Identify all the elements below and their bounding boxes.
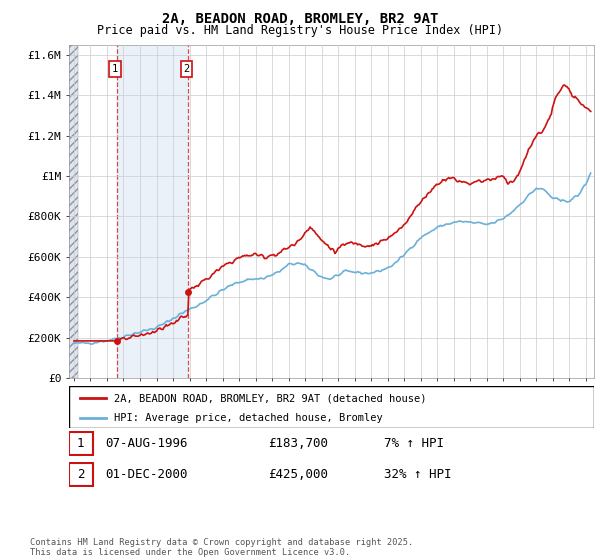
Text: 01-DEC-2000: 01-DEC-2000 xyxy=(106,468,188,481)
Bar xyxy=(69,45,78,378)
Bar xyxy=(116,45,188,378)
Text: 07-AUG-1996: 07-AUG-1996 xyxy=(106,437,188,450)
Text: 1: 1 xyxy=(77,437,84,450)
Text: 1: 1 xyxy=(112,64,118,74)
Bar xyxy=(69,463,92,486)
Text: £183,700: £183,700 xyxy=(269,437,329,450)
Bar xyxy=(69,432,92,455)
Text: Price paid vs. HM Land Registry's House Price Index (HPI): Price paid vs. HM Land Registry's House … xyxy=(97,24,503,36)
Text: 2: 2 xyxy=(77,468,84,481)
Text: 2A, BEADON ROAD, BROMLEY, BR2 9AT: 2A, BEADON ROAD, BROMLEY, BR2 9AT xyxy=(162,12,438,26)
Text: Contains HM Land Registry data © Crown copyright and database right 2025.
This d: Contains HM Land Registry data © Crown c… xyxy=(30,538,413,557)
Text: 2: 2 xyxy=(184,64,190,74)
Text: HPI: Average price, detached house, Bromley: HPI: Average price, detached house, Brom… xyxy=(113,413,382,423)
Text: 2A, BEADON ROAD, BROMLEY, BR2 9AT (detached house): 2A, BEADON ROAD, BROMLEY, BR2 9AT (detac… xyxy=(113,393,426,403)
Text: 7% ↑ HPI: 7% ↑ HPI xyxy=(384,437,444,450)
Text: 32% ↑ HPI: 32% ↑ HPI xyxy=(384,468,452,481)
Text: £425,000: £425,000 xyxy=(269,468,329,481)
